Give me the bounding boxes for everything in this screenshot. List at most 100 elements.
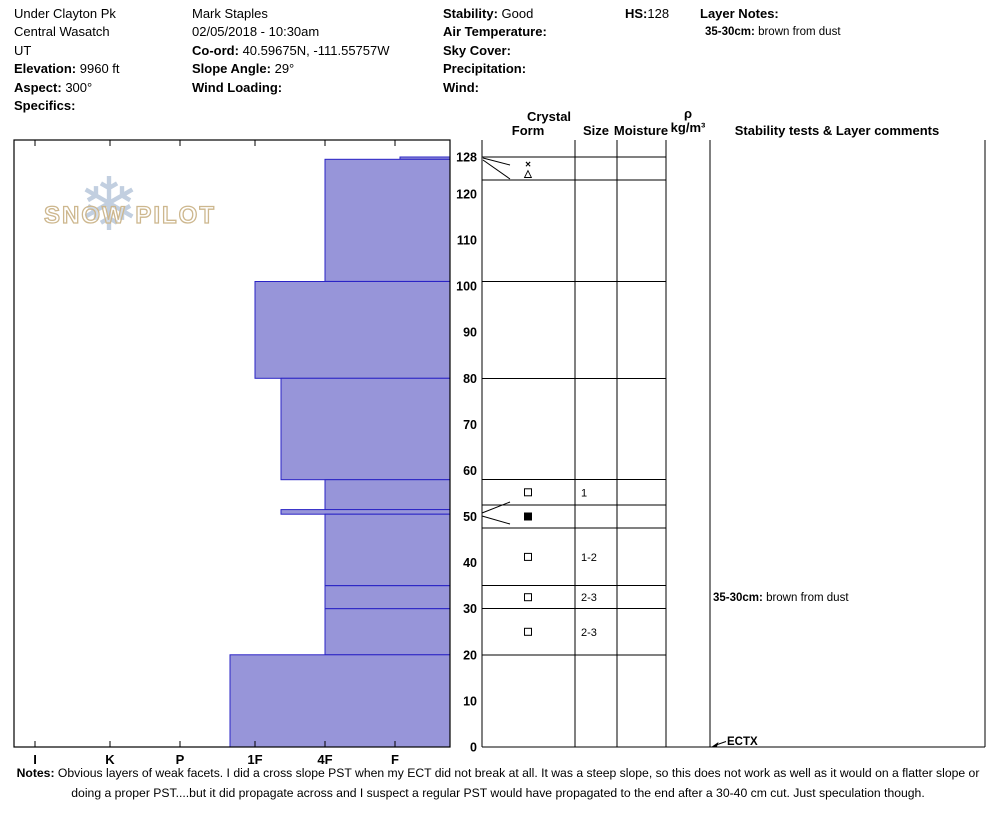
grain-size-value: 1: [581, 487, 587, 499]
snow-layer-bar: [280, 377, 451, 481]
moisture-column-header: Moisture: [613, 123, 669, 138]
density-column-header-rho: ρ: [683, 106, 693, 121]
grain-size-value: 1-2: [581, 552, 597, 564]
elevation-value: 9960 ft: [79, 61, 120, 77]
snow-layer-bar: [229, 654, 451, 748]
location-block: Under Clayton Pk Central Wasatch UT Elev…: [14, 5, 120, 115]
depth-axis-label: 60: [463, 464, 477, 478]
hardness-axis-label: I: [33, 752, 37, 767]
grain-size-value: 2-3: [581, 592, 597, 604]
wind-loading-label: Wind Loading:: [192, 79, 283, 95]
hs-value: 128: [647, 6, 670, 21]
hardness-axis-label: P: [176, 752, 185, 767]
layer-notes-label: Layer Notes:: [700, 6, 779, 21]
sky-cover-line: Sky Cover:: [443, 42, 547, 60]
layer-leader-line: [481, 515, 511, 525]
specifics-line: Specifics:: [14, 97, 120, 115]
hs-block: HS:128: [625, 5, 669, 23]
observation-datetime: 02/05/2018 - 10:30am: [192, 24, 320, 40]
layer-note-line: 35-30cm: brown from dust: [700, 23, 841, 41]
grain-form-facet-symbol: [524, 593, 532, 602]
slope-angle-value: 29°: [274, 61, 295, 77]
grain-form-facet-symbol: [524, 488, 532, 497]
observer-name: Mark Staples: [192, 6, 268, 21]
depth-axis-label: 80: [463, 372, 477, 386]
crystal-column-header: Crystal: [526, 109, 572, 124]
depth-axis-label: 30: [463, 602, 477, 616]
snowpilot-watermark: ❄ SNOW PILOT: [40, 168, 280, 269]
depth-axis-label: 50: [463, 510, 477, 524]
depth-axis-label: 120: [456, 187, 477, 201]
snow-layer-bar: [324, 608, 451, 656]
aspect-label: Aspect:: [14, 79, 62, 95]
stability-test-label: ECTX: [727, 736, 758, 748]
aspect-line: Aspect: 300°: [14, 79, 120, 97]
layer-notes-block: Layer Notes: 35-30cm: brown from dust: [700, 5, 841, 42]
depth-axis-label: 100: [456, 280, 477, 294]
stability-test-arrowhead: [710, 742, 719, 748]
hs-label: HS:: [625, 6, 648, 21]
depth-axis-label: 10: [463, 694, 477, 708]
watermark-text: SNOW PILOT: [43, 201, 216, 229]
precip-label: Precipitation:: [443, 61, 527, 77]
elevation-line: Elevation: 9960 ft: [14, 60, 120, 78]
notes-label: Notes:: [16, 766, 55, 780]
hardness-axis-label: 1F: [247, 752, 262, 767]
grain-form-facet-symbol: [524, 627, 532, 636]
coord-label: Co-ord:: [192, 42, 239, 58]
depth-axis-label: 90: [463, 326, 477, 340]
wind-label: Wind:: [443, 79, 479, 95]
specifics-label: Specifics:: [14, 98, 76, 114]
site-state: UT: [14, 42, 32, 58]
hardness-axis-label: 4F: [317, 752, 332, 767]
air-temp-label: Air Temperature:: [443, 24, 547, 40]
site-region: Central Wasatch: [14, 24, 110, 40]
stability-label: Stability:: [443, 6, 498, 21]
grain-form-symbol: ×: [525, 160, 531, 171]
coord-line: Co-ord: 40.59675N, -111.55757W: [192, 42, 390, 60]
slope-angle-line: Slope Angle: 29°: [192, 60, 390, 78]
profile-plot-border: [13, 139, 451, 748]
aspect-value: 300°: [65, 79, 93, 95]
layer-leader-line: [482, 159, 511, 180]
grain-form-solid-symbol: [524, 512, 532, 521]
notes-section: Notes: Obvious layers of weak facets. I …: [14, 763, 982, 803]
layer-leader-line: [481, 501, 511, 514]
stability-value: Good: [501, 6, 534, 21]
depth-axis-label: 40: [463, 556, 477, 570]
snow-layer-bar: [324, 479, 451, 511]
snow-layer-bar: [324, 513, 451, 587]
grain-form-symbol: △: [523, 169, 532, 180]
site-name: Under Clayton Pk: [14, 6, 116, 21]
depth-axis-label: 0: [470, 741, 477, 755]
air-temp-line: Air Temperature:: [443, 23, 547, 41]
coord-value: 40.59675N, -111.55757W: [242, 42, 390, 58]
snow-layer-bar: [324, 158, 451, 282]
depth-axis-label: 20: [463, 648, 477, 662]
hardness-axis-label: F: [391, 752, 399, 767]
wind-line: Wind:: [443, 79, 547, 97]
depth-axis-label: 110: [457, 234, 477, 248]
conditions-block: Stability: Good Air Temperature: Sky Cov…: [443, 5, 547, 97]
grain-form-facet-symbol: [524, 552, 532, 561]
hardness-axis-label: K: [105, 752, 115, 767]
size-column-header: Size: [582, 123, 610, 138]
precip-line: Precipitation:: [443, 60, 547, 78]
snow-layer-bar: [324, 585, 451, 610]
stability-line: Stability: Good: [443, 5, 547, 23]
snow-profile-chart: I K P 1F 4F F1281201101009080706050403020100×…: [13, 139, 986, 767]
notes-text: Obvious layers of weak facets. I did a c…: [57, 766, 980, 800]
wind-loading-line: Wind Loading:: [192, 79, 390, 97]
layer-leader-line: [482, 157, 511, 166]
sky-cover-label: Sky Cover:: [443, 42, 511, 58]
depth-axis-label: 128: [456, 151, 477, 165]
slope-angle-label: Slope Angle:: [192, 61, 271, 77]
observer-block: Mark Staples 02/05/2018 - 10:30am Co-ord…: [192, 5, 390, 97]
snowflake-icon: ❄: [78, 163, 141, 246]
snow-layer-bar: [280, 509, 451, 515]
elevation-label: Elevation:: [14, 61, 77, 77]
layer-note-text: brown from dust: [758, 26, 841, 39]
layer-comment: 35-30cm: brown from dust: [713, 592, 849, 604]
density-column-header-units: kg/m³: [670, 120, 706, 135]
depth-axis-label: 70: [463, 418, 477, 432]
